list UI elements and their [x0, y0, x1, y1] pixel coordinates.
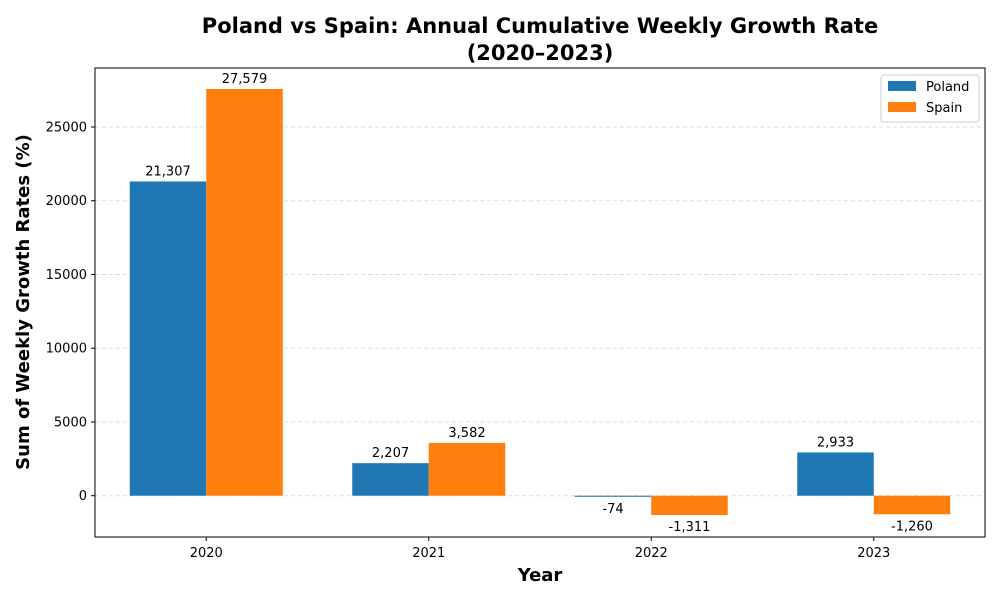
y-tick-label: 0: [79, 489, 87, 504]
y-tick-label: 25000: [46, 120, 87, 135]
y-tick-label: 15000: [46, 268, 87, 283]
x-tick-label: 2020: [190, 546, 223, 561]
bar-spain-2023: [873, 495, 951, 515]
bar-poland-2020: [129, 181, 207, 496]
data-label-spain-2023: -1,260: [891, 519, 933, 534]
bar-poland-2022: [574, 495, 652, 497]
y-axis-label: Sum of Weekly Growth Rates (%): [13, 134, 34, 470]
y-tick-label: 5000: [54, 415, 87, 430]
chart-title-line-1: Poland vs Spain: Annual Cumulative Weekl…: [202, 14, 878, 38]
y-tick-label: 10000: [46, 342, 87, 357]
plot-area-frame: [94, 67, 986, 538]
bar-spain-2021: [428, 442, 506, 496]
x-tick-label: 2022: [635, 546, 668, 561]
data-label-poland-2020: 21,307: [145, 164, 191, 179]
bar-spain-2020: [206, 88, 283, 496]
data-label-poland-2021: 2,207: [372, 446, 409, 461]
data-label-spain-2022: -1,311: [669, 520, 711, 535]
x-axis-label: Year: [517, 565, 563, 586]
bar-poland-2021: [352, 463, 429, 496]
legend-label-spain: Spain: [926, 101, 962, 116]
bars: [129, 88, 951, 516]
legend-swatch-spain: [888, 102, 916, 112]
legend-swatch-poland: [888, 81, 916, 91]
chart-title-line-2: (2020–2023): [467, 41, 614, 65]
x-axis-ticks: 2020 2021 2022 2023: [190, 537, 890, 561]
y-tick-label: 20000: [46, 194, 87, 209]
bar-spain-2022: [651, 495, 728, 516]
data-label-poland-2023: 2,933: [817, 435, 854, 450]
data-label-spain-2021: 3,582: [448, 426, 485, 441]
data-label-spain-2020: 27,579: [222, 72, 268, 87]
bar-value-labels: 21,307 2,207 -74 2,933 27,579 3,582 -1,311 -1,2…: [145, 72, 933, 535]
legend-label-poland: Poland: [926, 80, 969, 95]
x-tick-label: 2021: [412, 546, 445, 561]
x-tick-label: 2023: [857, 546, 890, 561]
bar-poland-2023: [797, 452, 874, 496]
legend: Poland Spain: [880, 74, 980, 123]
data-label-poland-2022: -74: [602, 502, 623, 517]
y-axis-ticks: 0 5000 10000 15000 20000 25000: [46, 120, 95, 504]
